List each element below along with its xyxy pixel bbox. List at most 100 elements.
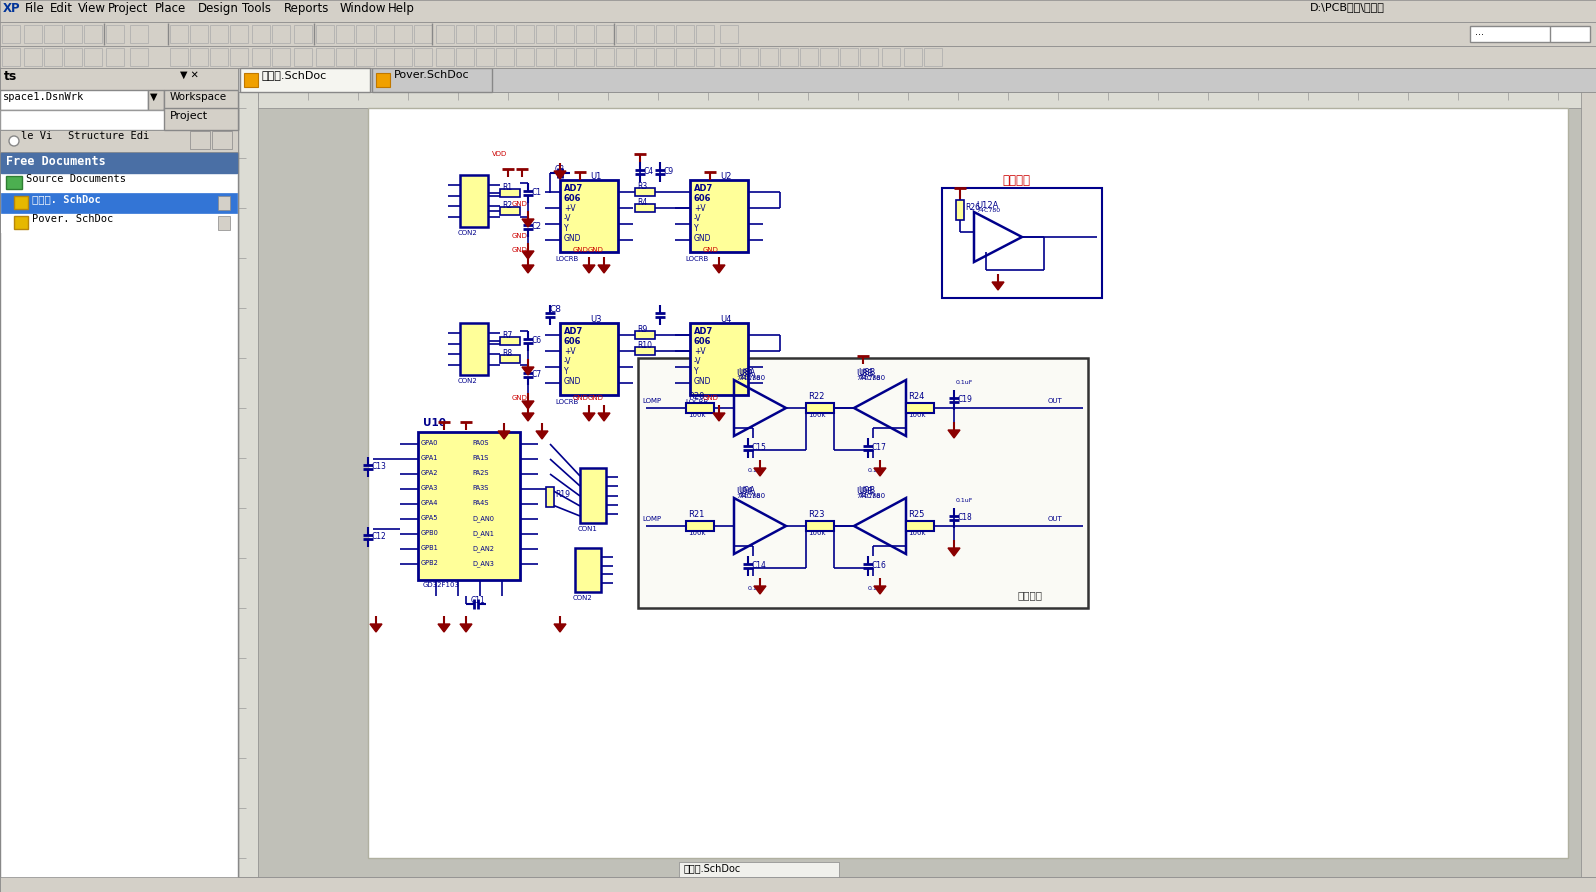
- Polygon shape: [522, 265, 535, 273]
- Text: R2: R2: [503, 201, 512, 210]
- Text: GND: GND: [587, 395, 603, 401]
- Bar: [64, 48, 81, 66]
- Bar: [616, 48, 634, 66]
- Bar: [924, 48, 942, 66]
- Bar: [244, 73, 259, 87]
- Bar: [460, 175, 488, 227]
- Bar: [2, 25, 21, 43]
- Bar: [45, 48, 62, 66]
- Text: 606: 606: [563, 194, 581, 203]
- Text: 74C780: 74C780: [737, 375, 764, 381]
- Bar: [294, 25, 311, 43]
- Text: GND: GND: [563, 377, 581, 386]
- Bar: [560, 323, 618, 395]
- Text: C7: C7: [531, 370, 543, 379]
- Text: AD7: AD7: [563, 184, 583, 193]
- Text: GND: GND: [704, 395, 718, 401]
- Text: Place: Place: [155, 2, 187, 15]
- Text: U12A: U12A: [977, 201, 999, 210]
- Bar: [377, 25, 394, 43]
- Bar: [638, 358, 1088, 608]
- Text: C4: C4: [645, 167, 654, 176]
- Text: 0.1uF: 0.1uF: [956, 498, 974, 503]
- Bar: [2, 153, 236, 173]
- Text: CON2: CON2: [458, 378, 477, 384]
- Bar: [2, 193, 236, 213]
- Text: Pover. SchDoc: Pover. SchDoc: [32, 214, 113, 224]
- Bar: [164, 90, 238, 110]
- Text: U9A: U9A: [737, 486, 755, 495]
- Polygon shape: [522, 413, 535, 421]
- Text: 606: 606: [563, 337, 581, 346]
- Bar: [0, 110, 185, 130]
- Bar: [883, 48, 900, 66]
- Bar: [476, 48, 495, 66]
- Text: le Vi: le Vi: [21, 131, 53, 141]
- Bar: [252, 25, 270, 43]
- Text: +V: +V: [563, 204, 576, 213]
- Text: C15: C15: [752, 443, 766, 452]
- Text: GND: GND: [573, 395, 589, 401]
- Text: GPB2: GPB2: [421, 560, 439, 566]
- Bar: [839, 48, 859, 66]
- Text: Structure Edi: Structure Edi: [69, 131, 150, 141]
- Text: GPA3: GPA3: [421, 485, 439, 491]
- Bar: [418, 432, 520, 580]
- Bar: [230, 25, 247, 43]
- Text: OUT: OUT: [1049, 398, 1063, 404]
- Bar: [230, 48, 247, 66]
- Text: R4: R4: [637, 198, 648, 207]
- Text: C16: C16: [871, 561, 887, 570]
- Polygon shape: [948, 430, 961, 438]
- Bar: [500, 189, 520, 197]
- Polygon shape: [875, 468, 886, 476]
- Bar: [0, 152, 238, 892]
- Text: 100k: 100k: [908, 412, 926, 418]
- Text: R19: R19: [555, 490, 570, 499]
- Bar: [2, 48, 21, 66]
- Bar: [635, 188, 654, 196]
- Text: U1: U1: [591, 172, 602, 181]
- Text: VDD: VDD: [493, 151, 508, 157]
- Polygon shape: [753, 468, 766, 476]
- Bar: [720, 25, 737, 43]
- Text: Reports: Reports: [284, 2, 329, 15]
- Text: LOCRB: LOCRB: [685, 256, 709, 262]
- Text: R21: R21: [688, 510, 704, 519]
- Text: -V: -V: [563, 357, 571, 366]
- Bar: [238, 92, 1596, 892]
- Polygon shape: [875, 586, 886, 594]
- Text: View: View: [78, 2, 105, 15]
- Bar: [185, 110, 238, 130]
- Text: 原理图.SchDoc: 原理图.SchDoc: [685, 863, 741, 873]
- Bar: [456, 48, 474, 66]
- Bar: [316, 48, 334, 66]
- Bar: [579, 468, 606, 523]
- Bar: [238, 92, 1596, 108]
- Bar: [595, 25, 614, 43]
- Text: 74C780: 74C780: [859, 493, 886, 499]
- Text: R9: R9: [637, 325, 648, 334]
- Text: OUT: OUT: [1049, 516, 1063, 522]
- Text: Y: Y: [694, 224, 699, 233]
- Bar: [686, 403, 713, 413]
- Bar: [14, 196, 29, 209]
- Text: 74C780: 74C780: [736, 494, 760, 499]
- Text: R1: R1: [503, 183, 512, 192]
- Bar: [907, 521, 934, 531]
- Bar: [456, 25, 474, 43]
- Text: 原理图. SchDoc: 原理图. SchDoc: [32, 194, 101, 204]
- Text: 滤波器路: 滤波器路: [1018, 590, 1044, 600]
- Bar: [536, 48, 554, 66]
- Text: U8B: U8B: [859, 368, 875, 377]
- Polygon shape: [598, 265, 610, 273]
- Text: R20: R20: [688, 392, 704, 401]
- Text: 74C780: 74C780: [855, 494, 879, 499]
- Polygon shape: [948, 548, 961, 556]
- Bar: [720, 48, 737, 66]
- Bar: [252, 48, 270, 66]
- Bar: [190, 25, 207, 43]
- Polygon shape: [522, 367, 535, 375]
- Bar: [546, 487, 554, 507]
- Text: Pover.SchDoc: Pover.SchDoc: [394, 70, 469, 80]
